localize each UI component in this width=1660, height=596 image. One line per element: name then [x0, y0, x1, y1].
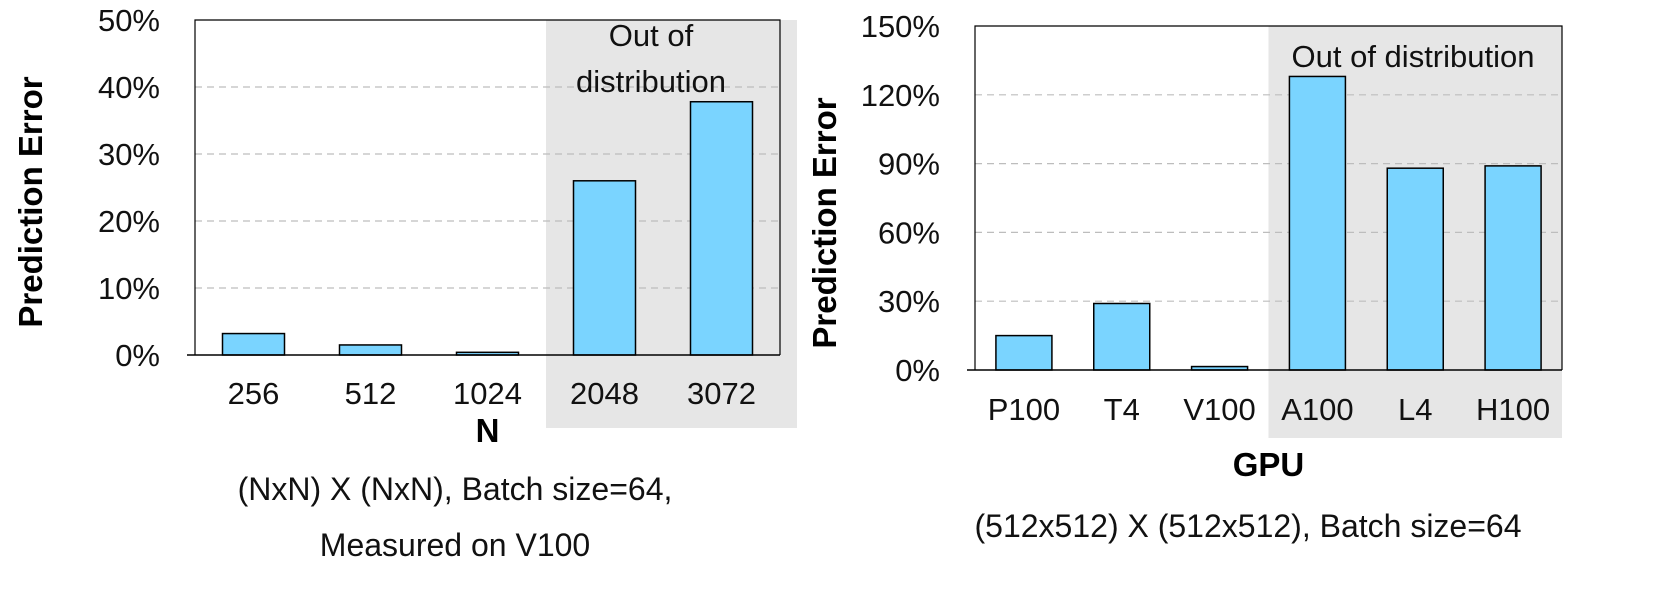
- chart1-bar-3072: [689, 100, 754, 356]
- chart1-caption: Measured on V100: [320, 527, 590, 563]
- chart1-category-label: 512: [345, 376, 397, 411]
- chart1-x-axis-title: N: [476, 412, 500, 449]
- chart2-ytick-label: 120%: [861, 78, 940, 113]
- chart1-bar-2048: [572, 180, 637, 356]
- chart2-category-label: V100: [1183, 392, 1255, 427]
- chart2-y-axis-title: Prediction Error: [806, 97, 843, 348]
- chart1-ood-label: Out of: [609, 18, 694, 53]
- chart1-ytick-label: 20%: [98, 204, 160, 239]
- chart1-bar-512: [338, 344, 403, 356]
- chart2-plot-frame: [974, 25, 1563, 370]
- chart1-y-axis-title: Prediction Error: [12, 76, 49, 327]
- chart1-category-label: 3072: [687, 376, 756, 411]
- chart2-bar-H100: [1484, 165, 1542, 371]
- chart1-ytick-label: 10%: [98, 271, 160, 306]
- chart2-bar-P100: [995, 334, 1053, 371]
- chart2-ytick-label: 60%: [878, 215, 940, 250]
- chart1-category-label: 2048: [570, 376, 639, 411]
- chart1-plot-frame: [194, 19, 781, 355]
- chart2-bar-L4: [1386, 167, 1444, 371]
- chart2-bar-T4: [1093, 302, 1151, 371]
- chart1-caption: (NxN) X (NxN), Batch size=64,: [238, 471, 673, 507]
- chart1-category-label: 256: [228, 376, 280, 411]
- chart2-category-label: P100: [988, 392, 1060, 427]
- chart2-ytick-label: 0%: [895, 353, 940, 388]
- chart2-ytick-label: 150%: [861, 9, 940, 44]
- chart1-ood-label: distribution: [576, 64, 726, 99]
- chart2-x-axis-title: GPU: [1233, 446, 1305, 483]
- chart2-category-label: H100: [1476, 392, 1550, 427]
- chart2-category-label: A100: [1281, 392, 1353, 427]
- chart2-ytick-label: 30%: [878, 284, 940, 319]
- chart1-ytick-label: 50%: [98, 3, 160, 38]
- chart1-bar-256: [221, 332, 286, 356]
- chart2-category-label: T4: [1104, 392, 1140, 427]
- chart1-ytick-label: 30%: [98, 137, 160, 172]
- chart1-category-label: 1024: [453, 376, 522, 411]
- chart1-ytick-label: 40%: [98, 70, 160, 105]
- chart2-ood-label: Out of distribution: [1292, 39, 1535, 74]
- chart2-ytick-label: 90%: [878, 147, 940, 182]
- chart2-bar-A100: [1288, 75, 1347, 371]
- chart2-caption: (512x512) X (512x512), Batch size=64: [975, 508, 1522, 544]
- chart1-ytick-label: 0%: [115, 338, 160, 373]
- chart2-category-label: L4: [1398, 392, 1432, 427]
